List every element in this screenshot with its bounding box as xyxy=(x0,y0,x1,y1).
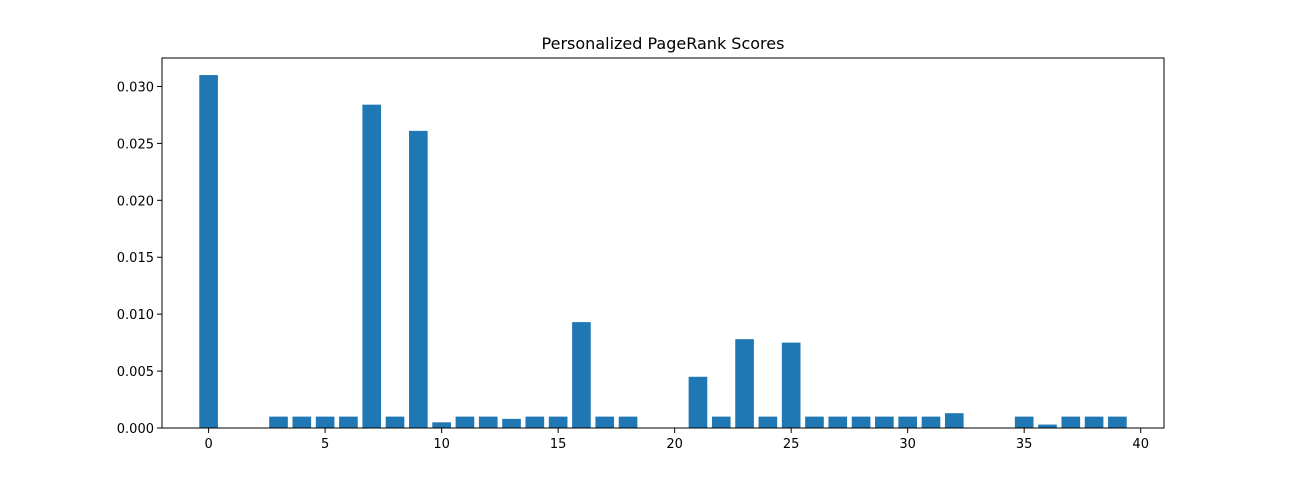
bar-23 xyxy=(735,339,754,428)
bar-13 xyxy=(502,418,521,428)
y-tick-label-0: 0.000 xyxy=(117,422,154,437)
bar-0 xyxy=(199,75,218,428)
bar-27 xyxy=(828,416,848,428)
bar-17 xyxy=(595,416,615,428)
bar-36 xyxy=(1038,424,1057,428)
bar-31 xyxy=(921,416,941,428)
bar-8 xyxy=(385,416,405,428)
bar-29 xyxy=(875,416,894,428)
y-axis: 0.000 0.005 0.010 0.015 0.020 0.025 0.030 xyxy=(117,80,162,437)
bar-25 xyxy=(781,342,801,428)
bar-16 xyxy=(572,322,591,428)
x-tick-label-15: 15 xyxy=(550,437,567,452)
bar-32 xyxy=(944,413,964,428)
bar-7 xyxy=(362,104,382,429)
x-tick-label-5: 5 xyxy=(321,437,329,452)
bar-22 xyxy=(711,416,731,428)
bar-9 xyxy=(409,130,428,429)
x-tick-label-10: 10 xyxy=(433,437,450,452)
x-tick-label-30: 30 xyxy=(899,437,916,452)
bars-group xyxy=(199,75,1127,429)
bar-14 xyxy=(525,416,545,428)
y-tick-label-2: 0.010 xyxy=(117,308,154,323)
x-axis: 0 5 10 15 20 25 30 35 40 xyxy=(204,428,1149,452)
bar-6 xyxy=(339,416,358,428)
bar-26 xyxy=(805,416,824,428)
bar-28 xyxy=(851,416,871,428)
x-tick-label-20: 20 xyxy=(666,437,683,452)
bar-39 xyxy=(1108,416,1127,428)
bar-5 xyxy=(315,416,335,428)
y-tick-label-3: 0.015 xyxy=(117,251,154,266)
chart-title: Personalized PageRank Scores xyxy=(542,34,785,53)
x-tick-label-40: 40 xyxy=(1132,437,1149,452)
bar-4 xyxy=(292,416,312,428)
bar-24 xyxy=(758,416,778,428)
bar-30 xyxy=(898,416,917,428)
y-tick-label-5: 0.025 xyxy=(117,137,154,152)
y-tick-label-4: 0.020 xyxy=(117,194,154,209)
plot-frame xyxy=(161,57,1165,429)
bar-12 xyxy=(478,416,498,428)
x-tick-label-25: 25 xyxy=(783,437,800,452)
x-tick-label-35: 35 xyxy=(1016,437,1033,452)
bar-18 xyxy=(618,416,638,428)
bar-11 xyxy=(455,416,475,428)
y-tick-label-6: 0.030 xyxy=(117,80,154,95)
bar-38 xyxy=(1084,416,1104,428)
bar-21 xyxy=(688,376,708,428)
bar-10 xyxy=(432,422,451,428)
x-tick-label-0: 0 xyxy=(204,437,212,452)
bar-3 xyxy=(269,416,288,428)
bar-15 xyxy=(548,416,568,428)
bar-37 xyxy=(1061,416,1081,428)
bar-35 xyxy=(1014,416,1034,428)
y-tick-label-1: 0.005 xyxy=(117,365,154,380)
